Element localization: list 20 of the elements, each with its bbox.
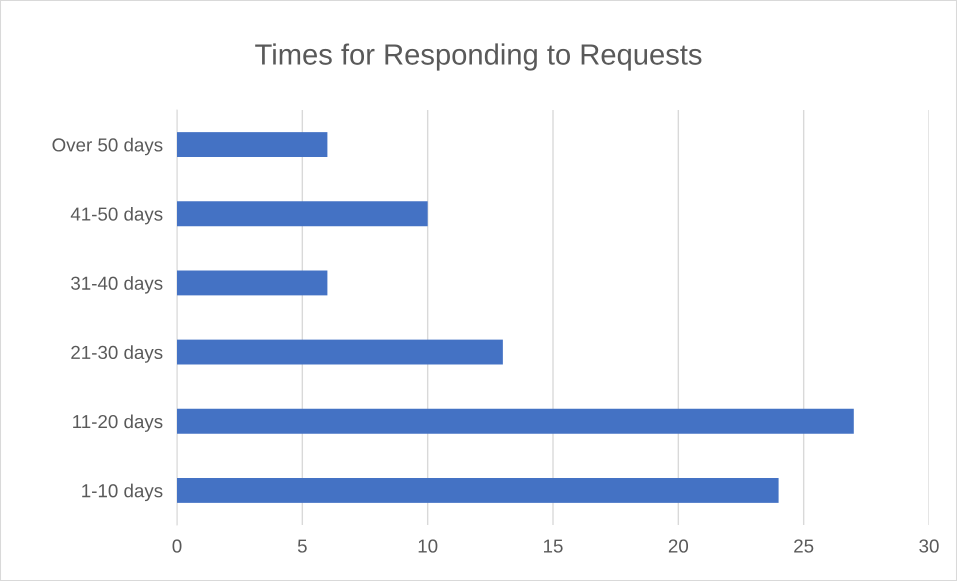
x-tick-label: 15 [544,540,563,553]
x-tick-label: 10 [418,539,438,553]
y-tick-label: 21-30 days [71,345,162,363]
bar [177,132,328,158]
bar [177,201,428,226]
y-tick-label: 31-40 days [71,276,162,294]
y-tick-label: 41-50 days [70,206,162,224]
chart-title: Times for Responding to Requests [255,43,702,71]
x-tick-label: 5 [298,540,307,553]
x-tick-label: 30 [919,539,939,553]
y-tick-label: 11-20 days [73,414,162,432]
bar [177,478,779,503]
bar [177,270,328,296]
y-tick-label: Over 50 days [52,138,162,156]
bar [177,408,854,434]
x-tick-label: 20 [668,539,688,553]
bar [177,340,503,365]
x-tick-label: 25 [794,539,814,553]
y-tick-label: 1-10 days [82,484,162,502]
x-tick-label: 0 [172,539,182,553]
